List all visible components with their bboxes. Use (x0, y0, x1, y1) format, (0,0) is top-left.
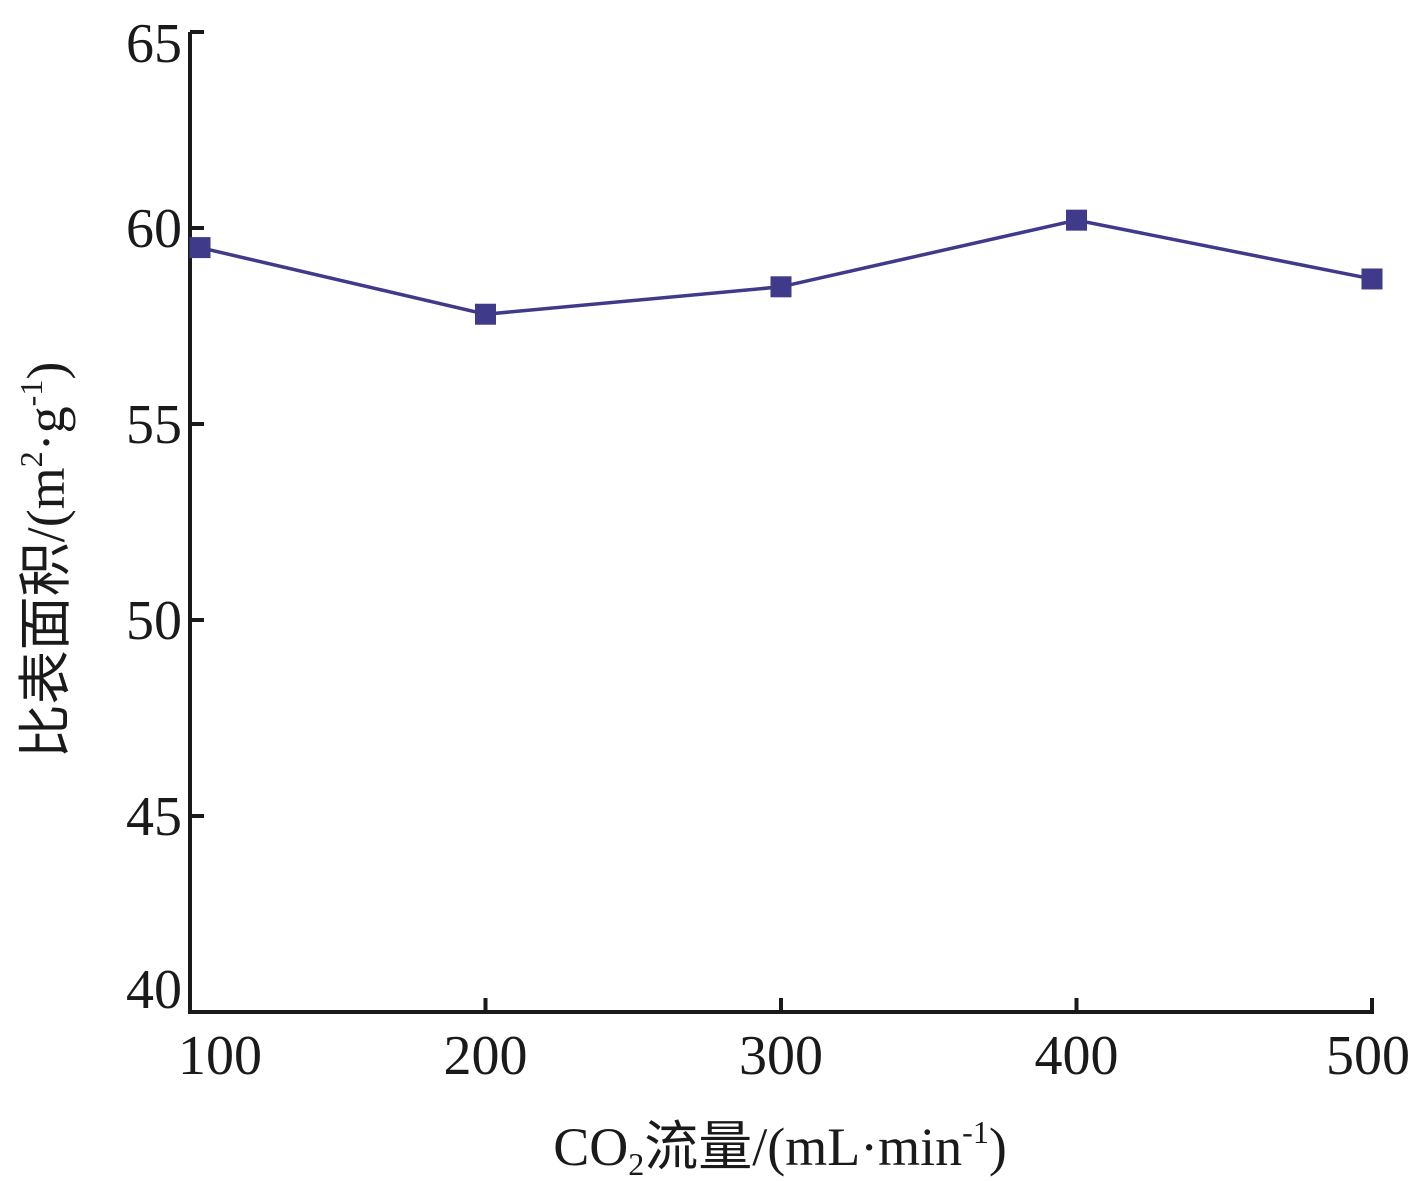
data-point-marker (1066, 209, 1087, 231)
x-tick-label: 400 (1035, 1025, 1119, 1087)
y-tick-label: 60 (126, 198, 182, 260)
y-tick-label: 40 (126, 959, 182, 1021)
y-axis-title-mid: ·g (16, 406, 76, 451)
data-point-marker (189, 237, 211, 259)
x-axis-title-prefix: CO (553, 1117, 628, 1177)
x-axis-title-subscript: 2 (628, 1146, 644, 1181)
series-line (199, 218, 1373, 317)
x-tick-label: 500 (1326, 1025, 1410, 1087)
y-tick-label: 55 (126, 394, 182, 456)
y-tick-label: 65 (126, 13, 182, 75)
y-tick-label: 50 (126, 590, 182, 652)
data-point-marker (1361, 268, 1383, 290)
y-axis-title-sup2: -1 (13, 380, 49, 407)
series-layer (189, 209, 1383, 325)
x-axis-title-superscript: -1 (962, 1114, 989, 1150)
y-axis-title-sup1: 2 (13, 451, 49, 467)
x-axis-title: CO2流量/(mL·min-1) (553, 1114, 1007, 1181)
x-tick-label: 100 (178, 1025, 262, 1087)
data-point-marker (770, 276, 792, 298)
y-axis-title: 比表面积/(m2·g-1) (13, 362, 76, 759)
x-tick-label: 200 (444, 1025, 528, 1087)
y-axis-title-close: ) (16, 362, 76, 380)
data-point-marker (475, 303, 496, 325)
y-ticks: 40 45 50 55 60 65 (126, 13, 204, 1021)
x-axis-title-main: 流量/(mL·min (644, 1117, 962, 1177)
x-axis-title-close: ) (989, 1117, 1007, 1177)
x-ticks: 100 200 300 400 500 (178, 998, 1410, 1087)
axes (188, 32, 1374, 1014)
y-axis-title-main: 比表面积/(m (16, 467, 76, 758)
y-tick-label: 45 (126, 786, 182, 848)
x-tick-label: 300 (739, 1025, 823, 1087)
